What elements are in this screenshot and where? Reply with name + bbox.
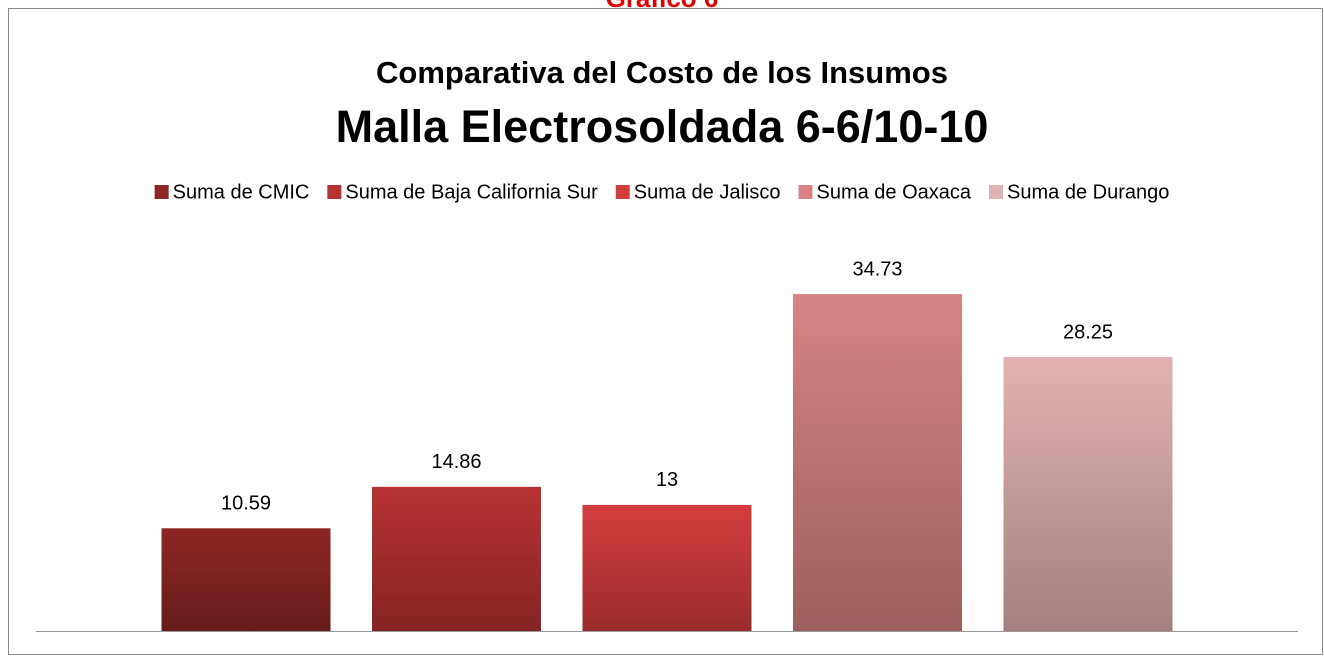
legend-label: Suma de CMIC	[173, 181, 310, 203]
bar	[372, 486, 541, 631]
legend-label: Suma de Durango	[1007, 181, 1169, 203]
legend-swatch	[798, 185, 813, 199]
bar	[582, 504, 752, 631]
legend-swatch	[327, 185, 342, 199]
data-label: 10.59	[221, 493, 271, 515]
bar	[1003, 356, 1173, 631]
bar	[161, 528, 331, 631]
data-label: 28.25	[1063, 321, 1113, 343]
data-label: 13	[656, 469, 678, 491]
legend-swatch	[615, 185, 630, 199]
legend-label: Suma de Baja California Sur	[345, 181, 598, 203]
chart-header: Gráfico 6	[606, 0, 719, 13]
chart-title: Comparativa del Costo de los Insumos	[376, 55, 948, 90]
chart-subtitle: Malla Electrosoldada 6-6/10-10	[336, 101, 989, 152]
data-label: 34.73	[852, 258, 902, 280]
data-label: 14.86	[431, 451, 481, 473]
legend-swatch	[154, 185, 169, 199]
legend-label: Suma de Jalisco	[634, 181, 781, 203]
bar	[793, 294, 962, 631]
legend-label: Suma de Oaxaca	[816, 181, 971, 203]
legend-swatch	[989, 185, 1004, 199]
